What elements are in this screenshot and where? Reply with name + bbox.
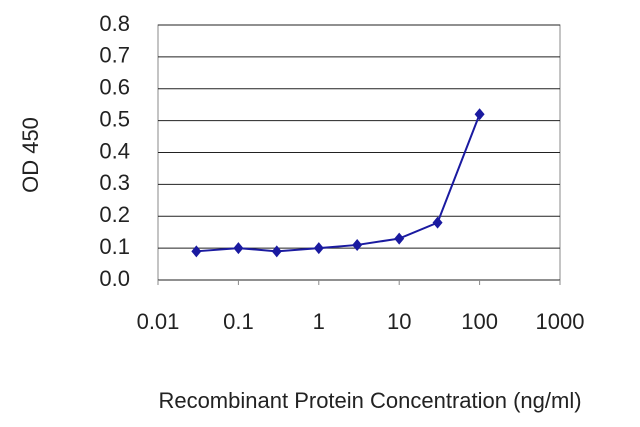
y-tick-label: 0.6 [99, 75, 130, 100]
data-line [196, 113, 481, 253]
y-tick-label: 0.8 [99, 11, 130, 36]
y-tick-label: 0.7 [99, 43, 130, 68]
data-point [394, 232, 405, 245]
x-tick-label: 0.1 [223, 309, 254, 334]
data-point [313, 242, 324, 255]
y-tick-label: 0.3 [99, 170, 130, 195]
x-tick-label: 1000 [536, 309, 585, 334]
data-point [352, 238, 363, 251]
data-point [432, 216, 443, 229]
x-axis-title: Recombinant Protein Concentration (ng/ml… [158, 388, 581, 413]
y-tick-label: 0.2 [99, 202, 130, 227]
x-tick-label: 10 [387, 309, 411, 334]
x-tick-label: 1 [313, 309, 325, 334]
data-point [191, 245, 202, 258]
x-tick-label: 100 [461, 309, 498, 334]
y-tick-label: 0.4 [99, 138, 130, 163]
y-tick-label: 0.0 [99, 266, 130, 291]
data-point [233, 242, 244, 255]
y-tick-label: 0.1 [99, 234, 130, 259]
data-point [474, 108, 485, 121]
y-axis-title: OD 450 [18, 117, 43, 193]
x-tick-label: 0.01 [137, 309, 180, 334]
data-point [271, 245, 282, 258]
y-tick-label: 0.5 [99, 106, 130, 131]
